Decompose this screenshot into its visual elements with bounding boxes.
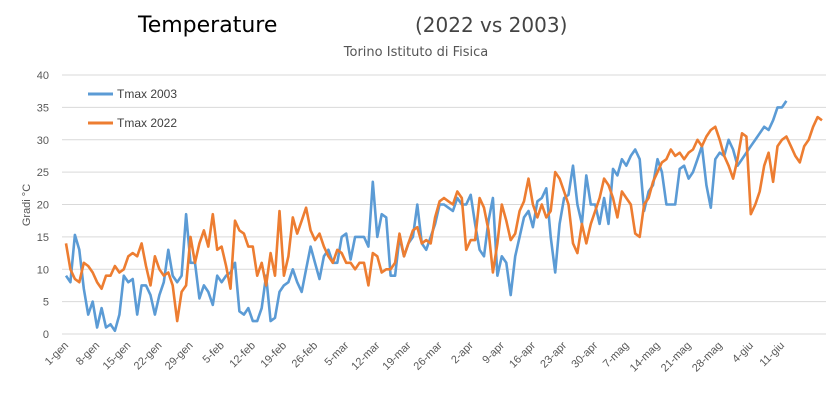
- legend: Tmax 2003 Tmax 2022: [88, 87, 177, 130]
- x-tick-label: 16-apr: [507, 339, 538, 370]
- y-tick-label: 0: [43, 329, 49, 341]
- x-tick-label: 23-apr: [538, 339, 569, 370]
- x-tick-label: 15-gen: [101, 340, 134, 373]
- legend-label-tmax-2022: Tmax 2022: [117, 116, 177, 130]
- x-tick-label: 22-gen: [132, 340, 165, 373]
- x-tick-label: 28-mag: [690, 340, 725, 375]
- y-tick-label: 5: [43, 297, 49, 309]
- x-tick-label: 11-giu: [758, 340, 788, 370]
- series-lines: [64, 100, 823, 333]
- x-tick-label: 9-apr: [480, 339, 507, 366]
- y-tick-label: 35: [37, 102, 49, 114]
- x-tick-label: 5-mar: [322, 339, 351, 368]
- x-tick-label: 21-mag: [659, 340, 694, 375]
- chart-subtitle: Torino Istituto di Fisica: [343, 45, 488, 60]
- x-tick-label: 26-feb: [290, 340, 321, 371]
- y-tick-label: 15: [37, 232, 49, 244]
- y-tick-label: 30: [37, 135, 49, 147]
- x-tick-label: 2-apr: [449, 339, 476, 366]
- x-tick-label: 19-feb: [258, 340, 289, 371]
- x-tick-label: 14-mag: [628, 340, 663, 375]
- chart-title: Temperature: [137, 13, 277, 38]
- x-tick-label: 29-gen: [163, 340, 196, 373]
- x-tick-label: 12-feb: [227, 340, 258, 371]
- x-tick-label: 26-mar: [412, 339, 445, 372]
- y-axis-ticks: 0 5 10 15 20 25 30 35 40: [37, 70, 49, 341]
- x-tick-label: 4-giu: [730, 340, 756, 366]
- x-tick-label: 30-apr: [569, 339, 600, 370]
- legend-label-tmax-2003: Tmax 2003: [117, 87, 177, 101]
- y-tick-label: 20: [37, 200, 49, 212]
- y-tick-label: 10: [37, 264, 49, 276]
- y-tick-label: 40: [37, 70, 49, 82]
- y-axis-label: Gradi °C: [21, 184, 33, 226]
- x-tick-label: 5-feb: [201, 340, 227, 366]
- series-line-tmax-2003: [64, 100, 788, 333]
- x-tick-label: 12-mar: [349, 339, 382, 372]
- x-tick-label: 19-mar: [380, 339, 413, 372]
- series-line-tmax-2022: [64, 115, 823, 323]
- chart-title-suffix: (2022 vs 2003): [415, 13, 567, 37]
- x-tick-label: 8-gen: [74, 340, 102, 368]
- x-tick-label: 1-gen: [43, 340, 71, 368]
- y-tick-label: 25: [37, 167, 49, 179]
